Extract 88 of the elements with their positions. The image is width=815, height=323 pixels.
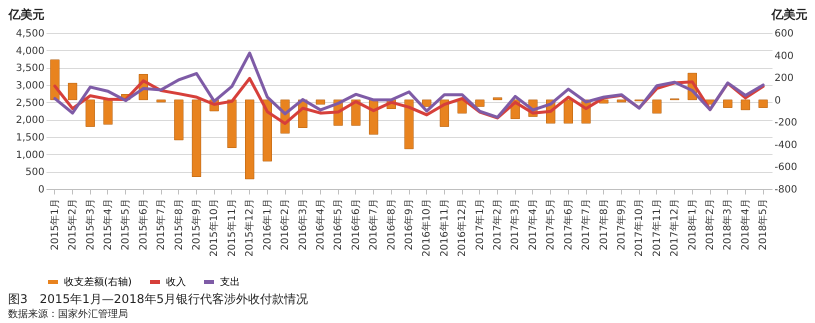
y2-tick-label: 0 xyxy=(774,95,781,106)
x-tick-label: 2015年3月 xyxy=(84,198,96,250)
bar xyxy=(316,100,326,105)
legend-label: 收入 xyxy=(166,276,186,288)
x-tick-label: 2017年2月 xyxy=(492,198,504,250)
bar xyxy=(174,100,184,140)
bar xyxy=(616,100,626,102)
x-tick-label: 2016年1月 xyxy=(261,198,274,250)
x-tick-label: 2016年5月 xyxy=(332,198,344,250)
legend-label: 支出 xyxy=(220,276,240,288)
bar xyxy=(192,100,202,177)
x-tick-label: 2016年2月 xyxy=(279,198,292,250)
x-tick-label: 2016年6月 xyxy=(350,198,362,250)
bar xyxy=(475,100,484,107)
x-tick-label: 2017年6月 xyxy=(562,198,574,250)
x-tick-label: 2017年10月 xyxy=(633,198,646,257)
bar xyxy=(740,100,750,110)
y-tick-label: 3,000 xyxy=(16,80,44,92)
y2-tick-label: 400 xyxy=(774,50,794,62)
bar xyxy=(758,100,768,108)
y2-tick-label: -400 xyxy=(774,140,798,151)
x-tick-label: 2015年5月 xyxy=(120,198,132,250)
x-tick-label: 2016年11月 xyxy=(438,198,450,257)
bar xyxy=(50,59,60,100)
y2-tick-label: -200 xyxy=(774,118,798,129)
x-tick-label: 2016年9月 xyxy=(403,198,415,250)
bar xyxy=(227,100,237,148)
x-tick-label: 2015年1月 xyxy=(48,198,61,250)
y2-tick-label: -800 xyxy=(774,184,798,196)
x-tick-label: 2018年1月 xyxy=(686,198,698,250)
x-tick-label: 2015年8月 xyxy=(172,198,185,250)
bar xyxy=(103,100,113,125)
x-tick-label: 2016年3月 xyxy=(296,198,309,250)
y-tick-label: 4,000 xyxy=(16,46,44,57)
x-tick-label: 2017年12月 xyxy=(668,198,681,257)
y2-axis-title: 亿美元 xyxy=(770,8,808,22)
y-tick-label: 2,000 xyxy=(16,115,44,126)
x-tick-label: 2018年5月 xyxy=(757,198,770,250)
y-tick-label: 500 xyxy=(25,167,44,178)
x-tick-label: 2017年5月 xyxy=(544,198,557,250)
x-tick-label: 2016年4月 xyxy=(314,198,326,250)
bar xyxy=(156,100,166,102)
x-tick-label: 2015年9月 xyxy=(190,198,203,250)
x-tick-label: 2018年3月 xyxy=(722,198,734,250)
x-tick-label: 2017年9月 xyxy=(615,198,628,250)
bar xyxy=(564,100,573,124)
x-tick-label: 2016年8月 xyxy=(385,198,398,250)
x-tick-label: 2015年12月 xyxy=(244,198,256,257)
y-tick-label: 4,500 xyxy=(16,28,44,40)
y-tick-label: 1,000 xyxy=(16,150,44,161)
bar xyxy=(86,100,95,127)
x-tick-label: 2015年11月 xyxy=(226,198,238,257)
x-tick-label: 2018年2月 xyxy=(704,198,716,250)
x-tick-label: 2016年10月 xyxy=(420,198,433,257)
text: 图3 2015年1月—2018年5月银行代客涉外收付款情况 xyxy=(8,292,308,306)
y-tick-label: 0 xyxy=(38,184,44,196)
x-tick-label: 2017年11月 xyxy=(650,198,663,257)
bar xyxy=(422,100,432,107)
bar xyxy=(262,100,272,162)
line-series xyxy=(53,52,765,119)
x-tick-label: 2017年8月 xyxy=(598,198,610,250)
bar xyxy=(404,100,414,150)
y2-tick-label: 200 xyxy=(774,73,794,84)
bar xyxy=(492,97,502,100)
source-note: 数据来源：国家外汇管理局 xyxy=(8,308,128,320)
x-tick-label: 2016年12月 xyxy=(456,198,468,257)
y-tick-label: 1,500 xyxy=(16,132,44,144)
x-tick-label: 2015年6月 xyxy=(137,198,150,250)
y-axis-title: 亿美元 xyxy=(8,8,44,22)
y-tick-label: 3,500 xyxy=(16,63,44,74)
y2-tick-label: 600 xyxy=(774,28,794,40)
legend-label: 收支差额(右轴) xyxy=(64,276,132,288)
x-tick-label: 2015年4月 xyxy=(102,198,114,250)
x-tick-label: 2018年4月 xyxy=(739,198,752,250)
bar xyxy=(68,82,78,100)
bar xyxy=(723,100,732,108)
y-tick-label: 2,500 xyxy=(16,98,44,109)
x-tick-label: 2015年10月 xyxy=(208,198,220,257)
x-tick-label: 2017年1月 xyxy=(474,198,486,250)
x-tick-label: 2017年3月 xyxy=(509,198,522,250)
x-tick-label: 2015年2月 xyxy=(66,198,79,250)
x-tick-label: 2015年7月 xyxy=(155,198,168,250)
x-tick-label: 2017年4月 xyxy=(526,198,539,250)
x-tick-label: 2017年7月 xyxy=(580,198,592,250)
bar xyxy=(652,100,662,114)
x-tick-label: 2016年7月 xyxy=(368,198,380,250)
bar xyxy=(245,100,254,180)
y2-tick-label: -600 xyxy=(774,162,798,174)
